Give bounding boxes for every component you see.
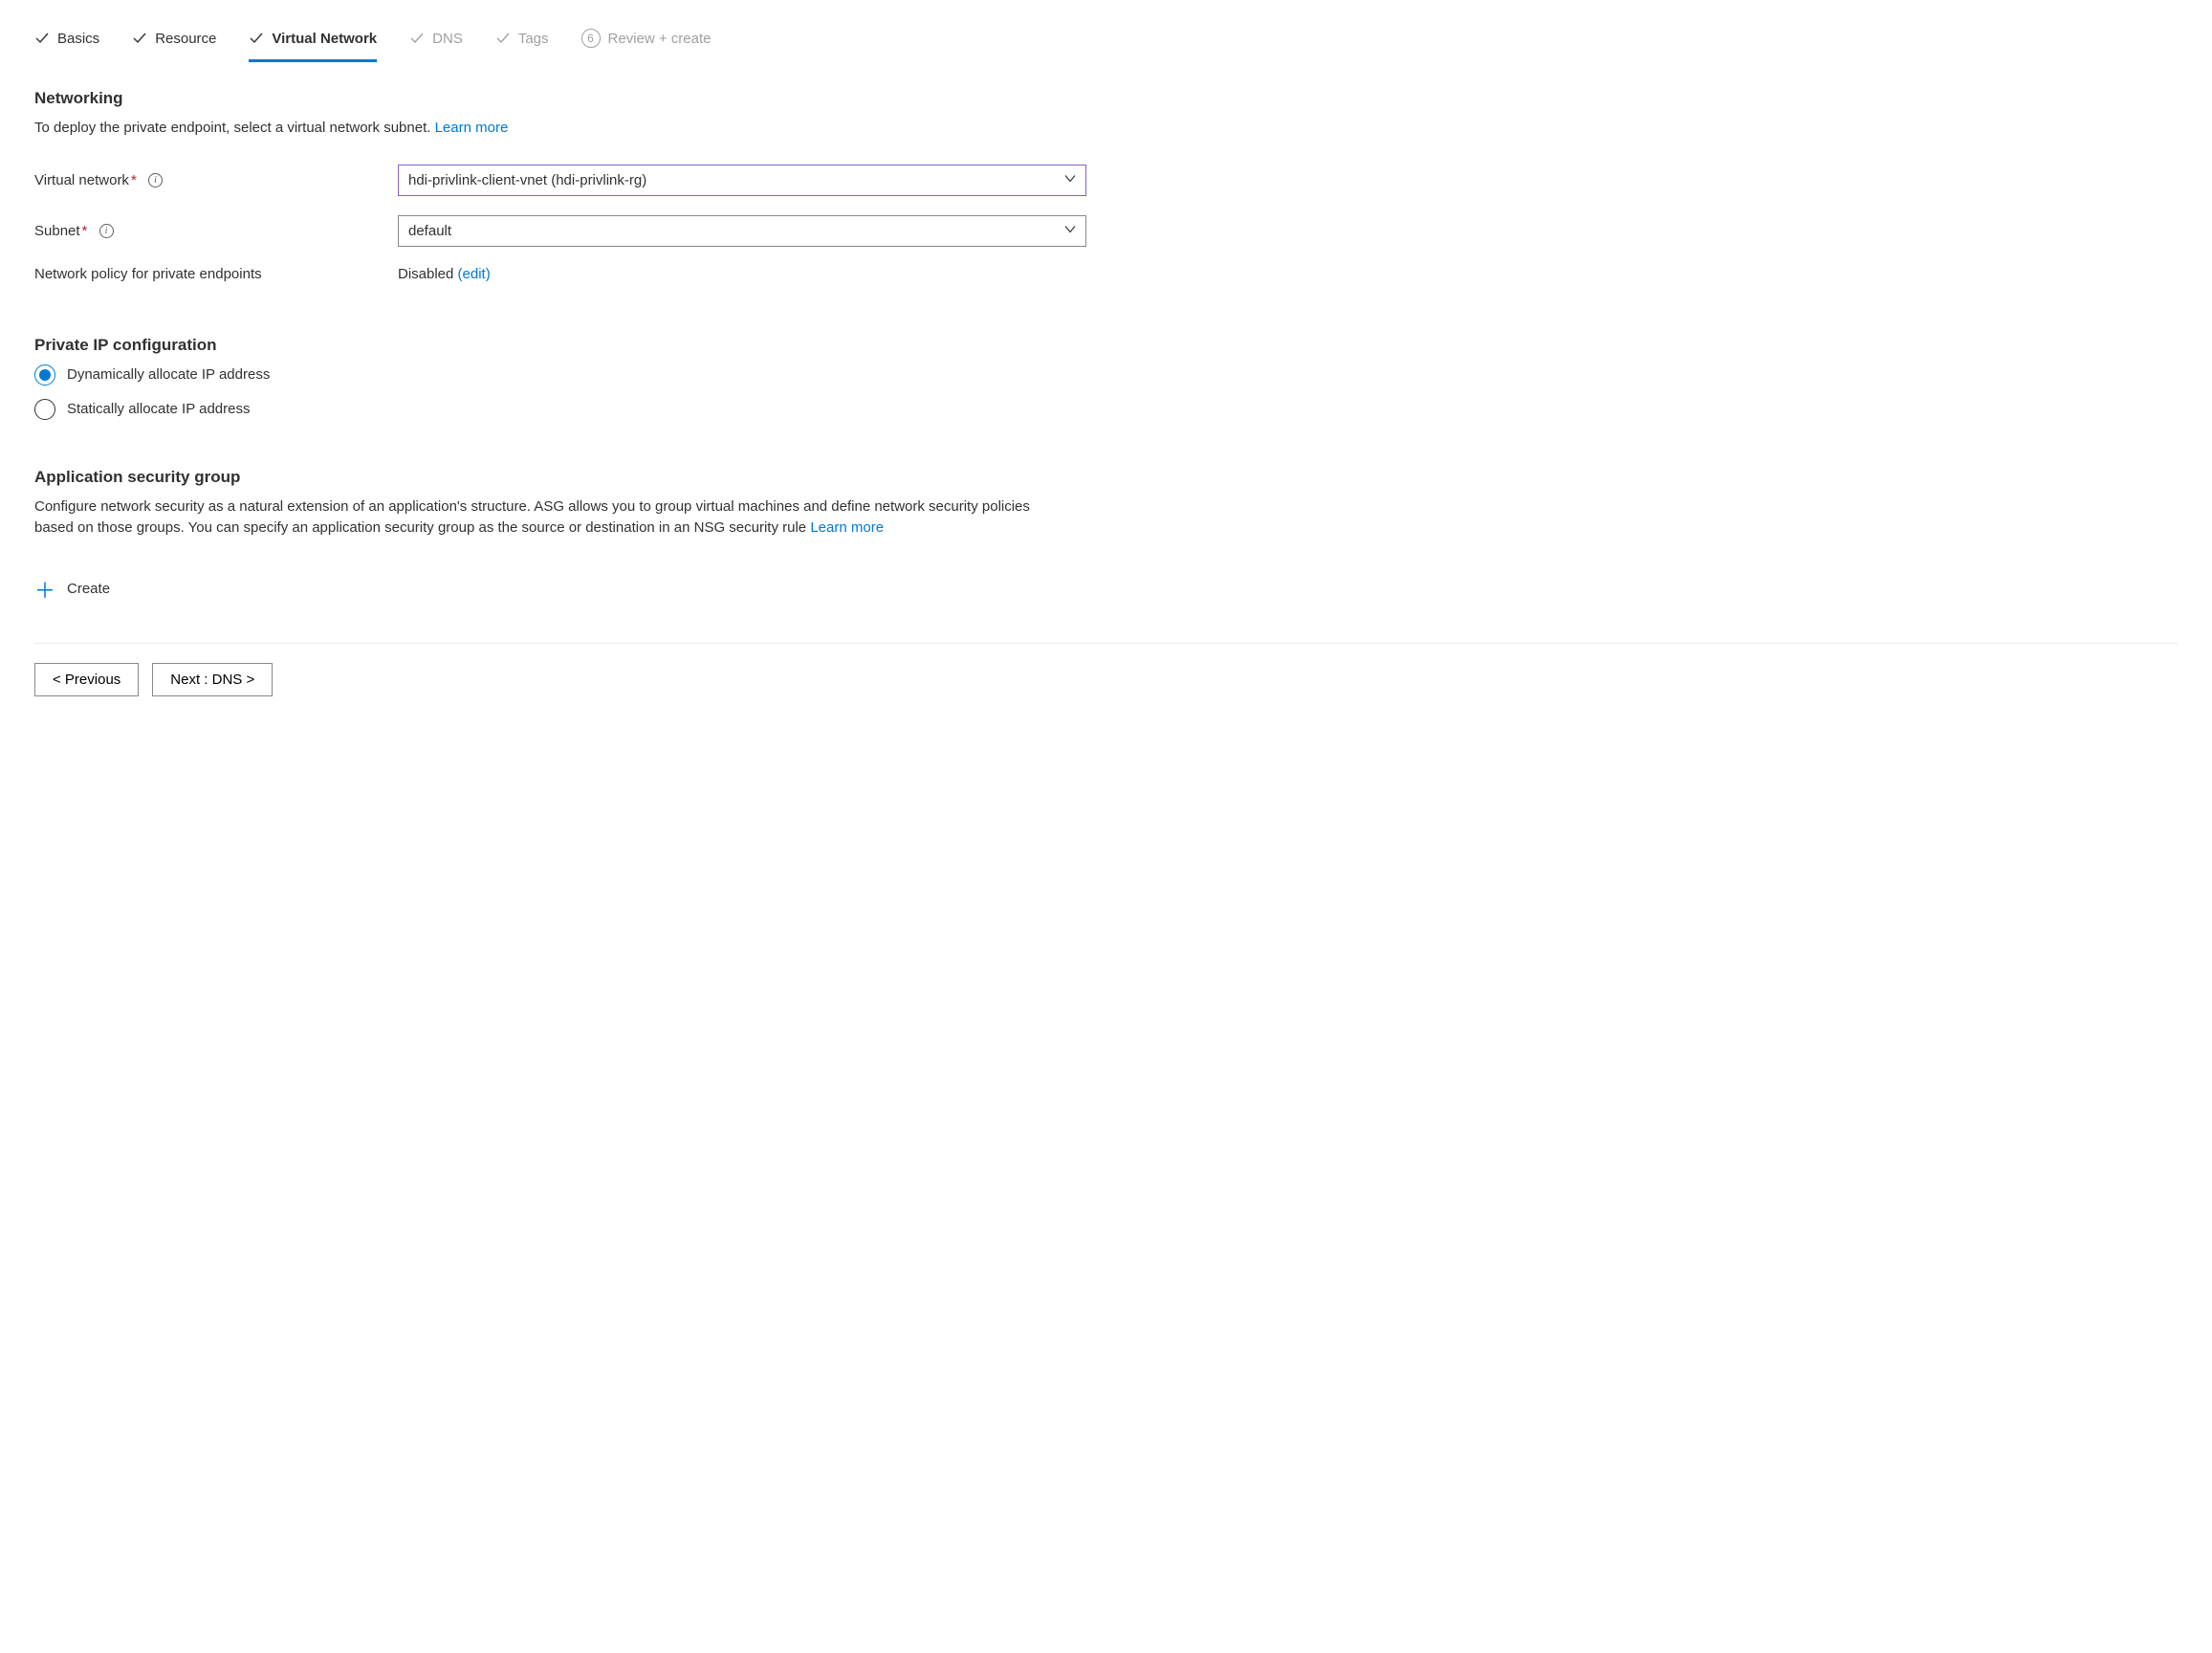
create-asg-label: Create xyxy=(67,581,110,597)
check-icon xyxy=(495,31,511,46)
network-policy-value-wrap: Disabled (edit) xyxy=(398,266,1086,282)
info-icon[interactable]: i xyxy=(99,224,114,238)
networking-title: Networking xyxy=(34,89,2178,108)
tab-basics[interactable]: Basics xyxy=(34,29,99,62)
wizard-footer: < Previous Next : DNS > xyxy=(34,643,2178,723)
virtual-network-label-text: Virtual network xyxy=(34,172,129,188)
check-icon xyxy=(409,31,425,46)
tab-review-create[interactable]: 6 Review + create xyxy=(581,29,712,62)
plus-icon: ＋ xyxy=(34,574,55,605)
private-ip-radio-group: Dynamically allocate IP address Statical… xyxy=(34,364,2178,420)
previous-button[interactable]: < Previous xyxy=(34,663,139,696)
tab-label: Basics xyxy=(57,31,99,47)
tab-label: DNS xyxy=(432,31,463,47)
tab-tags[interactable]: Tags xyxy=(495,29,549,62)
create-asg-button[interactable]: ＋ Create xyxy=(34,570,110,608)
subnet-label: Subnet* i xyxy=(34,223,398,239)
subnet-label-text: Subnet xyxy=(34,223,80,239)
radio-dynamic-ip[interactable]: Dynamically allocate IP address xyxy=(34,364,2178,386)
tab-virtual-network[interactable]: Virtual Network xyxy=(249,29,377,62)
subnet-select-value: default xyxy=(398,215,1086,247)
check-icon xyxy=(132,31,147,46)
info-icon[interactable]: i xyxy=(148,173,163,187)
networking-learn-more-link[interactable]: Learn more xyxy=(435,120,509,136)
next-button[interactable]: Next : DNS > xyxy=(152,663,273,696)
network-policy-value: Disabled xyxy=(398,266,453,282)
wizard-tabs: Basics Resource Virtual Network DNS Tags xyxy=(34,29,2178,62)
networking-description: To deploy the private endpoint, select a… xyxy=(34,118,1067,140)
radio-icon xyxy=(34,399,55,420)
tab-label: Tags xyxy=(518,31,549,47)
tab-resource[interactable]: Resource xyxy=(132,29,216,62)
asg-description: Configure network security as a natural … xyxy=(34,496,1067,540)
virtual-network-select[interactable]: hdi-privlink-client-vnet (hdi-privlink-r… xyxy=(398,165,1086,196)
networking-description-text: To deploy the private endpoint, select a… xyxy=(34,120,435,136)
tab-dns[interactable]: DNS xyxy=(409,29,463,62)
virtual-network-label: Virtual network* i xyxy=(34,172,398,188)
radio-static-ip-label: Statically allocate IP address xyxy=(67,401,251,417)
tab-label: Resource xyxy=(155,31,216,47)
check-icon xyxy=(34,31,50,46)
step-number-icon: 6 xyxy=(581,29,601,48)
check-icon xyxy=(249,31,264,46)
asg-learn-more-link[interactable]: Learn more xyxy=(810,519,884,536)
virtual-network-select-value: hdi-privlink-client-vnet (hdi-privlink-r… xyxy=(398,165,1086,196)
network-policy-edit-link[interactable]: (edit) xyxy=(458,266,491,282)
radio-dynamic-ip-label: Dynamically allocate IP address xyxy=(67,366,270,383)
required-icon: * xyxy=(82,223,88,239)
private-ip-title: Private IP configuration xyxy=(34,336,2178,355)
tab-label: Review + create xyxy=(608,31,712,47)
required-icon: * xyxy=(131,172,137,188)
asg-title: Application security group xyxy=(34,468,2178,487)
tab-label: Virtual Network xyxy=(272,31,377,47)
network-policy-label: Network policy for private endpoints xyxy=(34,266,398,282)
radio-icon xyxy=(34,364,55,386)
subnet-select[interactable]: default xyxy=(398,215,1086,247)
radio-static-ip[interactable]: Statically allocate IP address xyxy=(34,399,2178,420)
